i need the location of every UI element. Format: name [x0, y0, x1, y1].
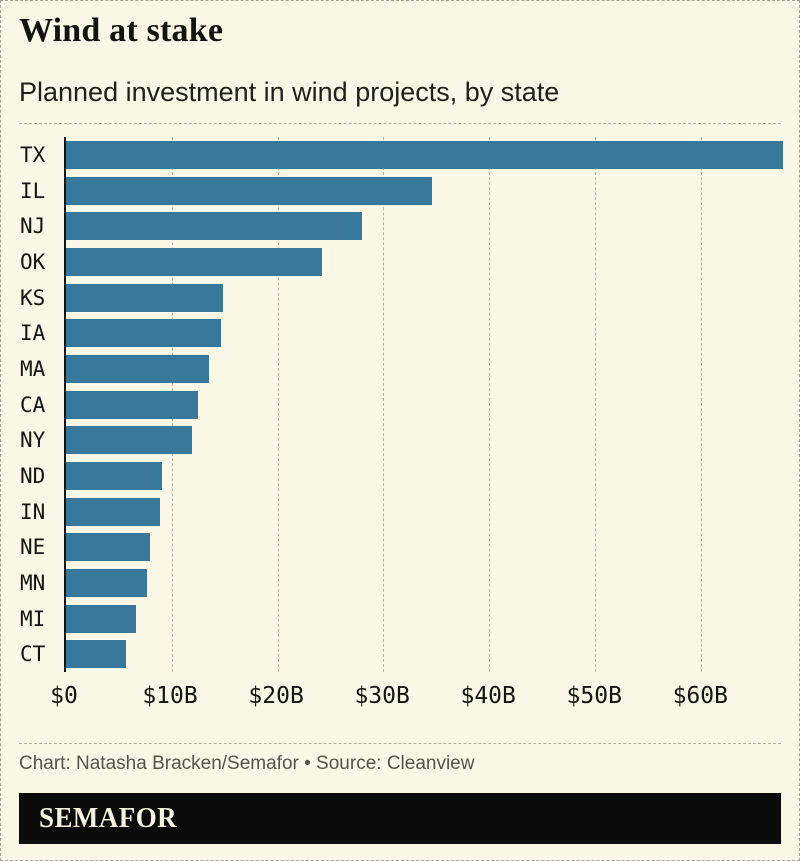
page-title: Wind at stake [19, 12, 224, 49]
x-tick-label: $0 [50, 683, 78, 709]
x-tick-label: $50B [566, 683, 622, 709]
y-label-nj: NJ [20, 214, 46, 239]
bar-mn [66, 568, 148, 597]
gridline-50b [594, 137, 596, 672]
bar-ks [66, 283, 223, 312]
bar-ny [66, 426, 192, 455]
bar-il [66, 176, 432, 205]
bar-ok [66, 247, 322, 276]
y-label-ma: MA [20, 357, 46, 381]
footer-divider [19, 743, 781, 744]
y-label-ca: CA [20, 392, 46, 417]
bar-chart: TX IL NJ OK KS IA MA CA NY ND IN NE MN MI CT $0 $10B $20… [19, 137, 783, 719]
y-label-nd: ND [20, 464, 46, 488]
x-tick-label: $40B [460, 683, 516, 709]
x-tick-label: $60B [672, 683, 728, 709]
bar-ca [66, 390, 199, 419]
y-label-in: IN [20, 499, 46, 524]
x-axis-ticks: $0 $10B $20B $30B $40B $50B $60B [50, 683, 783, 715]
y-label-ct: CT [20, 642, 46, 667]
bar-ct [66, 640, 127, 669]
x-tick-label: $20B [248, 683, 304, 709]
gridline-60b [700, 137, 702, 672]
y-label-ks: KS [20, 285, 46, 310]
x-tick-label: $10B [142, 683, 198, 709]
y-label-ne: NE [20, 535, 46, 560]
bar-nj [66, 212, 363, 241]
plot-area [64, 137, 783, 672]
y-label-ia: IA [20, 321, 46, 346]
bar-ne [66, 533, 150, 562]
bar-ma [66, 354, 209, 383]
gridline-40b [489, 137, 490, 672]
x-tick-label: $30B [354, 683, 410, 709]
gridline-20b [277, 137, 279, 672]
bar-ia [66, 319, 222, 348]
y-label-mi: MI [20, 606, 46, 631]
header-divider [19, 123, 781, 124]
bar-tx [66, 140, 783, 169]
gridline-30b [383, 137, 385, 672]
y-label-ok: OK [20, 250, 46, 274]
y-label-il: IL [20, 178, 46, 203]
y-label-ny: NY [20, 428, 46, 453]
semafor-logo: SEMAFOR [39, 802, 178, 834]
y-label-tx: TX [20, 143, 46, 167]
bar-nd [66, 461, 163, 490]
y-label-mn: MN [20, 571, 46, 595]
chart-subtitle: Planned investment in wind projects, by … [19, 77, 560, 107]
bar-mi [66, 604, 136, 633]
y-axis-labels: TX IL NJ OK KS IA MA CA NY ND IN NE MN MI CT [19, 137, 64, 672]
chart-credit: Chart: Natasha Bracken/Semafor • Source:… [19, 753, 475, 774]
bar-in [66, 497, 161, 526]
semafor-logo-bar: SEMAFOR [19, 793, 781, 844]
